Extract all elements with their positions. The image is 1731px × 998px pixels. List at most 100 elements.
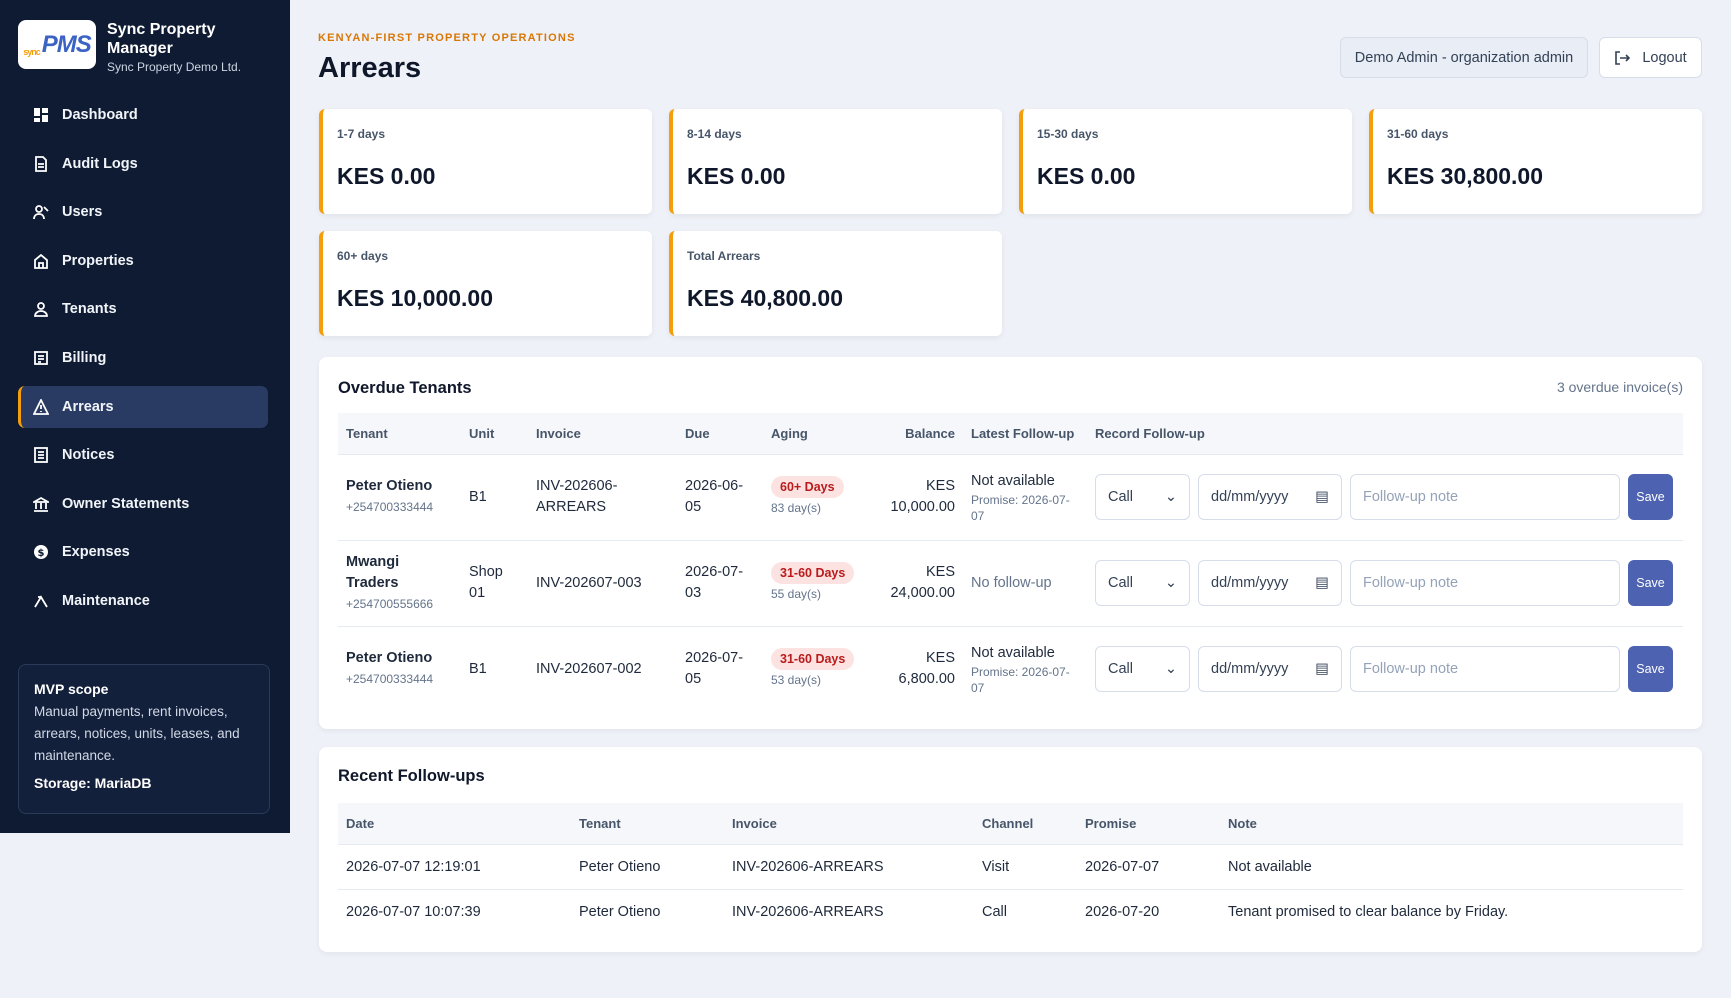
due-date: 2026-06-05 — [677, 454, 763, 541]
followup-invoice: INV-202606-ARREARS — [732, 903, 884, 920]
sidebar-item-arrears[interactable]: Arrears — [18, 385, 268, 428]
notice-icon — [32, 446, 50, 464]
sidebar-item-properties[interactable]: Properties — [18, 240, 268, 282]
aging-card-15-30: 15-30 days KES 0.00 — [1019, 109, 1352, 214]
user-badge: Demo Admin - organization admin — [1340, 37, 1588, 78]
followup-note: Not available — [1220, 844, 1683, 890]
panel-title: Recent Follow-ups — [338, 767, 485, 785]
sidebar-item-label: Tenants — [62, 301, 117, 318]
column-header: Unit — [461, 413, 528, 455]
sidebar-item-label: Billing — [62, 349, 107, 366]
warning-icon — [32, 398, 50, 416]
sidebar-item-dashboard[interactable]: Dashboard — [18, 94, 268, 136]
card-value: KES 0.00 — [687, 163, 786, 189]
channel-select[interactable]: Call ⌄ — [1095, 474, 1190, 520]
overdue-tenants-panel: Overdue Tenants 3 overdue invoice(s) Ten… — [319, 357, 1702, 729]
sidebar-item-billing[interactable]: Billing — [18, 337, 268, 379]
followup-note-input[interactable]: Follow-up note — [1350, 560, 1620, 606]
svg-text:$: $ — [38, 548, 45, 559]
tenant-phone: +254700333444 — [346, 500, 434, 514]
logo-text: PMS — [41, 30, 92, 58]
card-label: 31-60 days — [1387, 127, 1449, 141]
promise-date-input[interactable]: dd/mm/yyyy ▤ — [1198, 560, 1342, 606]
sidebar-item-label: Expenses — [62, 544, 130, 561]
date-placeholder: dd/mm/yyyy — [1211, 660, 1289, 677]
users-icon — [32, 203, 50, 221]
chevron-down-icon: ⌄ — [1164, 660, 1177, 677]
promise-date-input[interactable]: dd/mm/yyyy ▤ — [1198, 474, 1342, 520]
channel-select[interactable]: Call ⌄ — [1095, 646, 1190, 693]
aging-badge: 31-60 Days — [771, 561, 855, 584]
app-name: Sync Property Manager — [107, 21, 216, 57]
promise-date-input[interactable]: dd/mm/yyyy ▤ — [1198, 646, 1342, 693]
column-header: Aging — [763, 413, 867, 455]
logout-button[interactable]: Logout — [1599, 37, 1702, 78]
column-header: Balance — [867, 413, 963, 455]
logout-icon — [1615, 50, 1631, 65]
days-overdue: 55 day(s) — [771, 586, 822, 601]
sidebar-item-users[interactable]: Users — [18, 191, 268, 233]
balance: KES 24,000.00 — [867, 540, 963, 627]
aging-badge: 31-60 Days — [771, 647, 855, 670]
invoice-number: INV-202607-003 — [528, 540, 677, 627]
sidebar-item-owner-statements[interactable]: Owner Statements — [18, 483, 268, 525]
sidebar-item-tenants[interactable]: Tenants — [18, 288, 268, 330]
sidebar: sync PMS Sync Property Manager Sync Prop… — [0, 0, 290, 833]
unit: B1 — [461, 454, 528, 541]
sidebar-item-label: Audit Logs — [62, 155, 138, 172]
aging-card-60-plus: 60+ days KES 10,000.00 — [319, 231, 652, 336]
calendar-icon: ▤ — [1315, 574, 1329, 591]
overdue-count: 3 overdue invoice(s) — [1556, 379, 1683, 395]
column-header: Invoice — [528, 413, 677, 455]
recent-followups-panel: Recent Follow-ups Date Tenant Invoice Ch… — [319, 747, 1702, 952]
tenant-name: Mwangi Traders — [346, 553, 400, 591]
card-label: 15-30 days — [1037, 127, 1099, 141]
table-row: Peter Otieno +254700333444 B1 INV-202607-… — [338, 626, 1683, 712]
aging-card-1-7: 1-7 days KES 0.00 — [319, 109, 652, 214]
card-value: KES 0.00 — [337, 163, 436, 189]
column-header: Record Follow-up — [1087, 413, 1683, 455]
sidebar-item-label: Arrears — [62, 398, 114, 415]
aging-card-8-14: 8-14 days KES 0.00 — [669, 109, 1002, 214]
person-icon — [32, 300, 50, 318]
total-arrears-card: Total Arrears KES 40,800.00 — [669, 231, 1002, 336]
column-header: Promise — [1077, 803, 1220, 845]
table-row: 2026-07-07 10:07:39 Peter Otieno INV-202… — [338, 889, 1683, 934]
column-header: Note — [1220, 803, 1683, 845]
followup-note: Tenant promised to clear balance by Frid… — [1228, 903, 1509, 920]
calendar-icon: ▤ — [1315, 660, 1329, 677]
card-label: Total Arrears — [687, 249, 761, 263]
channel-value: Call — [1108, 488, 1133, 505]
sidebar-item-label: Users — [62, 204, 103, 221]
sidebar-item-maintenance[interactable]: Maintenance — [18, 580, 268, 622]
tenant-phone: +254700555666 — [346, 596, 434, 611]
channel-select[interactable]: Call ⌄ — [1095, 560, 1190, 606]
followup-promise: 2026-07-07 — [1077, 844, 1220, 890]
sidebar-item-expenses[interactable]: $ Expenses — [18, 531, 268, 573]
sidebar-item-notices[interactable]: Notices — [18, 434, 268, 476]
brand[interactable]: sync PMS Sync Property Manager Sync Prop… — [18, 20, 241, 74]
overdue-table: Tenant Unit Invoice Due Aging Balance La… — [338, 413, 1683, 712]
aging-badge: 60+ Days — [771, 475, 844, 498]
save-button[interactable]: Save — [1628, 474, 1673, 520]
table-row: Peter Otieno +254700333444 B1 INV-202606-… — [338, 454, 1683, 541]
bank-icon — [32, 495, 50, 513]
card-value: KES 0.00 — [1037, 163, 1136, 189]
column-header: Date — [338, 803, 571, 845]
save-button[interactable]: Save — [1628, 646, 1673, 693]
latest-followup: No follow-up — [963, 540, 1087, 627]
column-header: Tenant — [571, 803, 724, 845]
followup-note-input[interactable]: Follow-up note — [1350, 474, 1620, 520]
channel-value: Call — [1108, 660, 1133, 677]
tenant-name: Peter Otieno — [346, 478, 433, 494]
column-header: Tenant — [338, 413, 461, 455]
tenant-phone: +254700333444 — [346, 672, 434, 687]
record-followup-form: Call ⌄ dd/mm/yyyy ▤ Follow-up note Save — [1095, 646, 1675, 693]
save-button[interactable]: Save — [1628, 560, 1673, 606]
org-name: Sync Property Demo Ltd. — [107, 60, 242, 74]
days-overdue: 53 day(s) — [771, 672, 822, 687]
sidebar-item-audit-logs[interactable]: Audit Logs — [18, 143, 268, 185]
followup-note-input[interactable]: Follow-up note — [1350, 646, 1620, 693]
aging-card-31-60: 31-60 days KES 30,800.00 — [1369, 109, 1702, 214]
latest-followup: Not available — [971, 644, 1055, 661]
